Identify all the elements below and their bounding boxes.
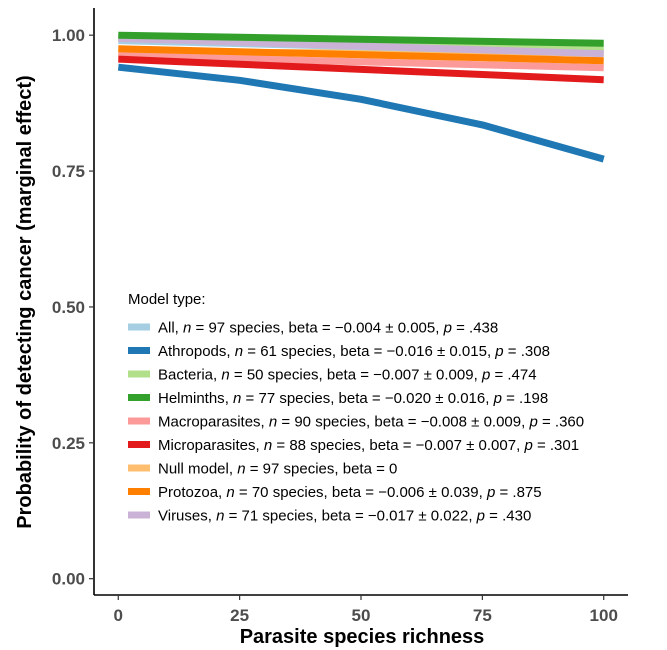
legend-entry: Microparasites, n = 88 species, beta = −…	[158, 437, 579, 454]
legend-swatch	[128, 488, 150, 495]
series-line-microparasites	[118, 55, 604, 84]
y-tick-label: 0.50	[52, 298, 85, 317]
legend-entry: Null model, n = 97 species, beta = 0	[158, 461, 397, 478]
legend-swatch	[128, 394, 150, 401]
x-tick-label: 0	[114, 606, 123, 625]
legend-swatch	[128, 511, 150, 519]
legend-entry: Protozoa, n = 70 species, beta = −0.006 …	[158, 484, 542, 501]
legend: Model type: All, n = 97 species, beta = …	[128, 291, 584, 525]
series-line-athropods	[117, 63, 605, 163]
legend-entry: Bacteria, n = 50 species, beta = −0.007 …	[158, 367, 537, 384]
x-tick-label: 100	[590, 606, 618, 625]
legend-entry: Athropods, n = 61 species, beta = −0.016…	[158, 343, 550, 360]
series-layer	[117, 31, 605, 163]
legend-entry: Macroparasites, n = 90 species, beta = −…	[158, 414, 584, 431]
legend-entry: Helminths, n = 77 species, beta = −0.020…	[158, 390, 548, 407]
series-line-viruses	[118, 34, 604, 58]
legend-swatch	[128, 441, 150, 448]
x-tick-label: 75	[473, 606, 492, 625]
y-tick-label: 0.75	[52, 162, 85, 181]
legend-swatch	[128, 323, 150, 331]
y-tick-label: 0.00	[52, 570, 85, 589]
x-tick-label: 50	[352, 606, 371, 625]
axes: 0 25 50 75 100 0.00 0.25 0.50 0.75 1.00	[52, 8, 628, 625]
legend-entry: Viruses, n = 71 species, beta = −0.017 ±…	[158, 508, 531, 525]
legend-swatch	[128, 464, 150, 472]
series-line-protozoa	[118, 45, 604, 65]
legend-swatch	[128, 370, 150, 378]
legend-swatch	[128, 417, 150, 425]
y-axis-title: Probability of detecting cancer (margina…	[14, 75, 36, 528]
y-tick-label: 1.00	[52, 26, 85, 45]
x-axis-title: Parasite species richness	[240, 626, 485, 648]
legend-title: Model type:	[128, 291, 206, 308]
series-line-helminths	[118, 31, 604, 47]
legend-entry: All, n = 97 species, beta = −0.004 ± 0.0…	[158, 320, 498, 337]
y-tick-label: 0.25	[52, 434, 85, 453]
legend-swatch	[128, 347, 150, 354]
series-line-macroparasites	[118, 52, 604, 72]
x-tick-label: 25	[230, 606, 249, 625]
